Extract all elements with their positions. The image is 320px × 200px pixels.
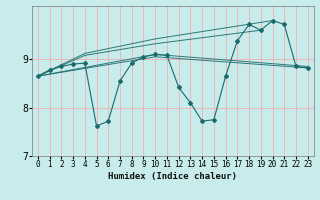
X-axis label: Humidex (Indice chaleur): Humidex (Indice chaleur) xyxy=(108,172,237,181)
